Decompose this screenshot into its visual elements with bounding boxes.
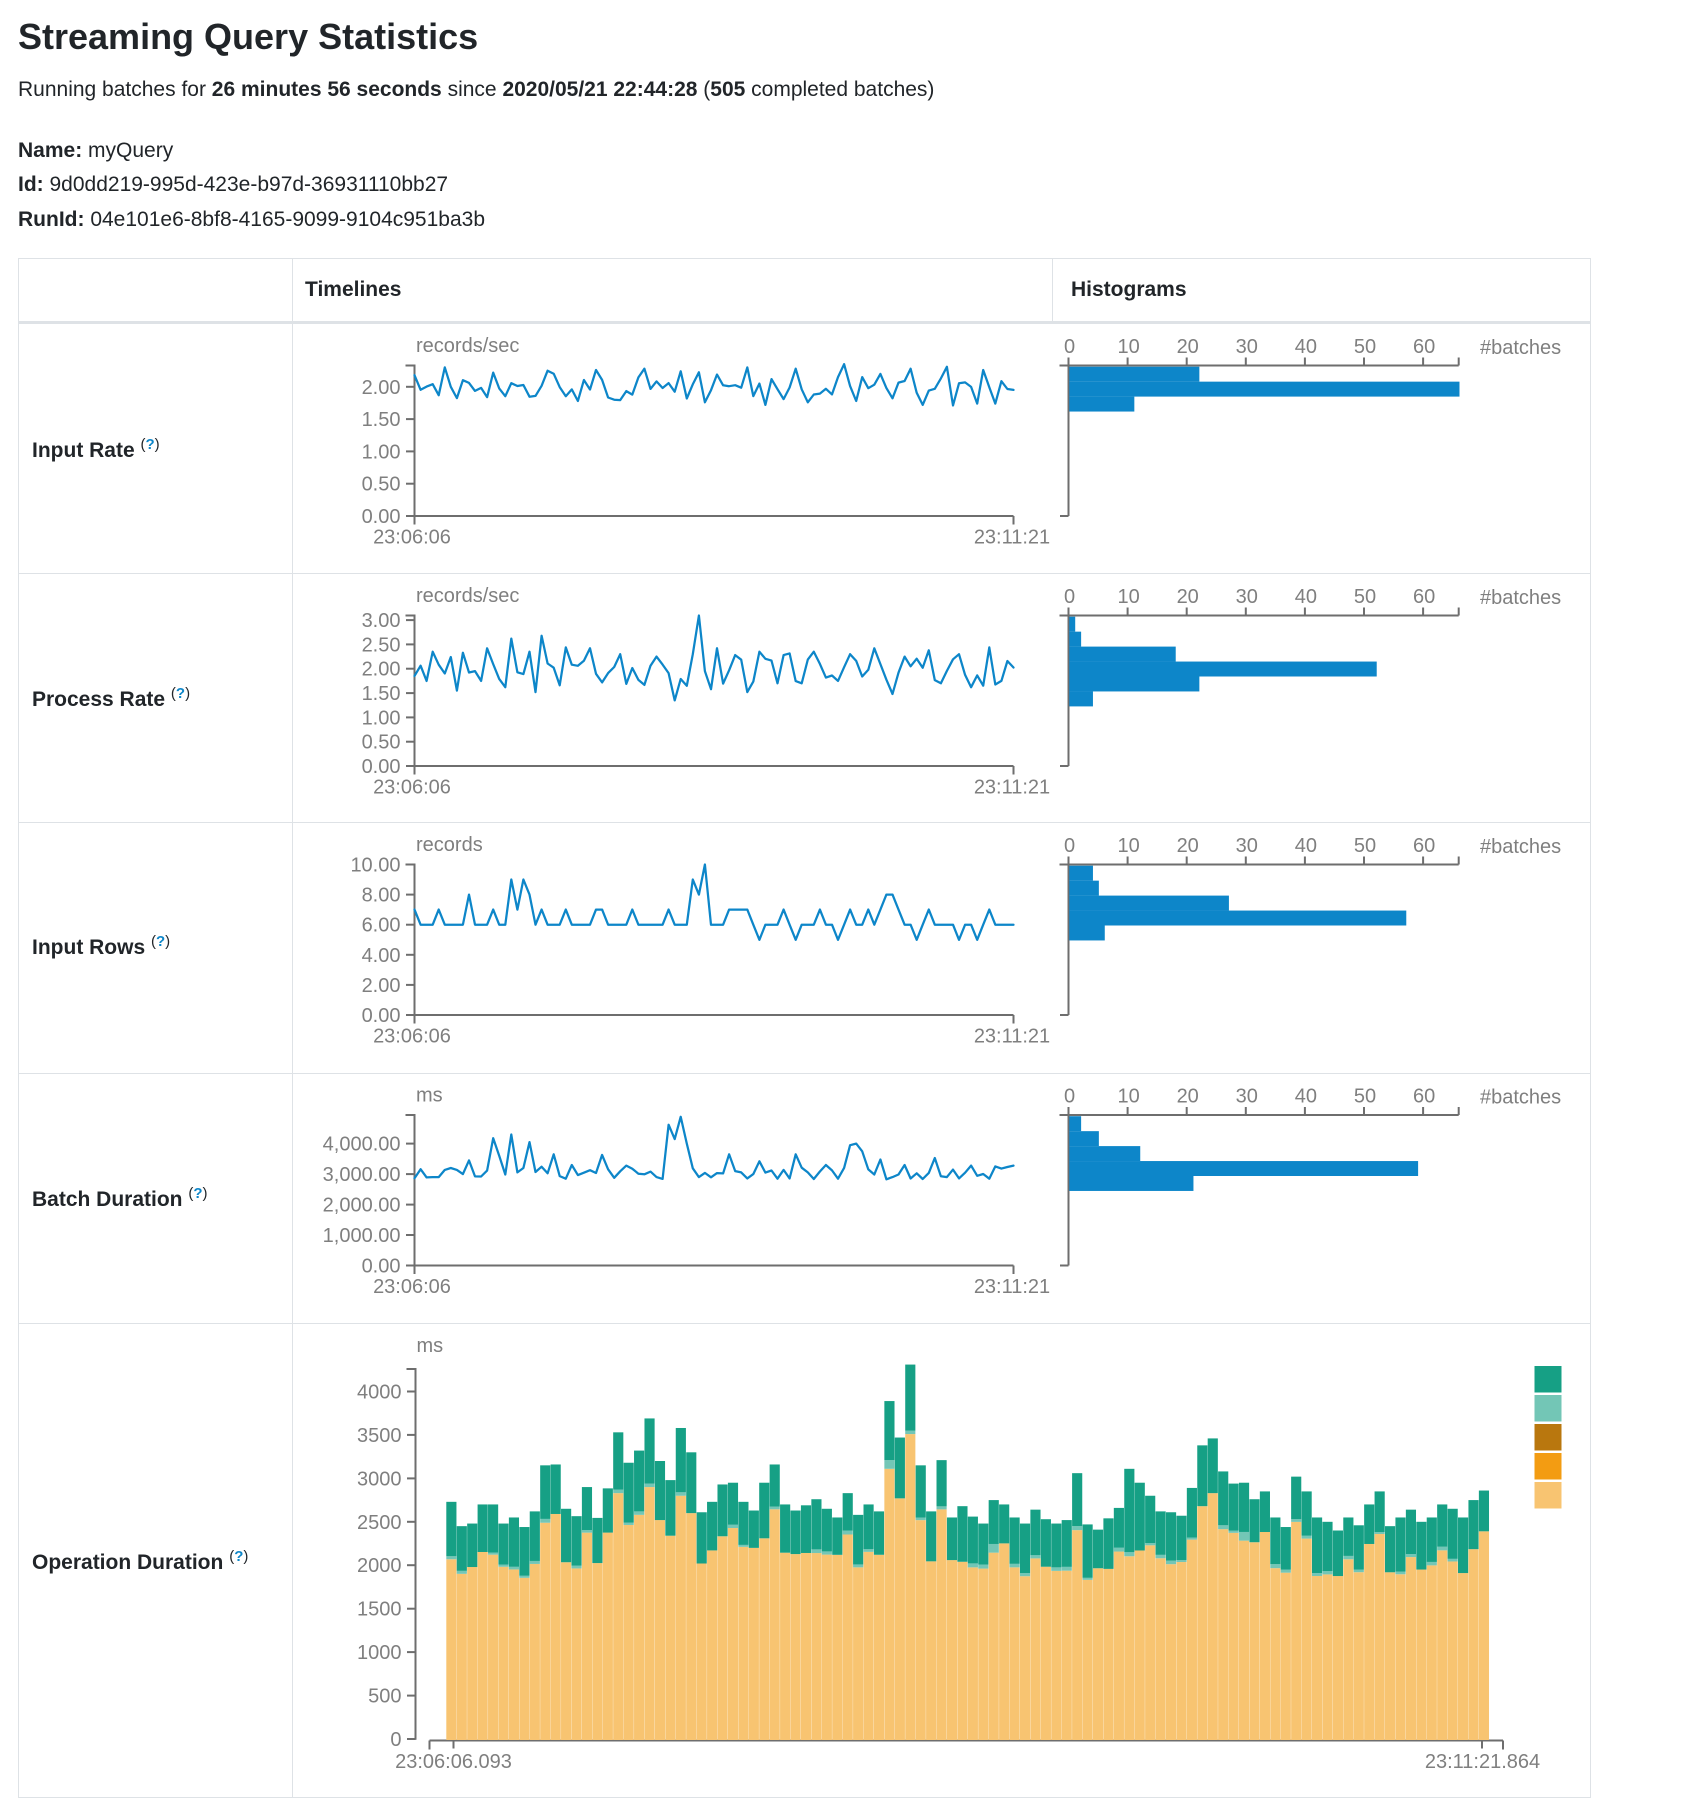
svg-text:30: 30	[1236, 835, 1258, 857]
svg-text:60: 60	[1413, 1086, 1435, 1108]
svg-text:1500: 1500	[357, 1599, 402, 1621]
svg-text:500: 500	[368, 1686, 401, 1708]
svg-text:ms: ms	[417, 1335, 444, 1357]
svg-text:23:11:21: 23:11:21	[974, 1026, 1050, 1048]
svg-text:50: 50	[1354, 586, 1376, 608]
svg-text:2.00: 2.00	[362, 659, 401, 681]
svg-text:#batches: #batches	[1480, 587, 1561, 609]
svg-text:1000: 1000	[357, 1642, 402, 1664]
svg-text:0: 0	[1064, 1086, 1075, 1108]
svg-text:0: 0	[1064, 336, 1075, 358]
svg-text:#batches: #batches	[1480, 1087, 1561, 1109]
svg-text:2500: 2500	[357, 1512, 402, 1534]
svg-text:2.00: 2.00	[362, 975, 401, 997]
svg-text:10.00: 10.00	[350, 855, 400, 877]
svg-text:0.00: 0.00	[362, 1005, 401, 1027]
svg-text:23:11:21: 23:11:21	[974, 777, 1050, 799]
svg-text:ms: ms	[416, 1085, 443, 1107]
svg-text:0: 0	[1064, 835, 1075, 857]
svg-text:50: 50	[1354, 835, 1376, 857]
svg-text:40: 40	[1295, 586, 1317, 608]
svg-text:60: 60	[1413, 835, 1435, 857]
svg-text:50: 50	[1354, 336, 1376, 358]
svg-text:2,000.00: 2,000.00	[323, 1195, 401, 1217]
svg-text:23:06:06: 23:06:06	[373, 1026, 451, 1048]
svg-text:0.00: 0.00	[362, 506, 401, 528]
svg-text:0.00: 0.00	[362, 756, 401, 778]
svg-text:10: 10	[1117, 835, 1139, 857]
svg-text:23:06:06: 23:06:06	[373, 527, 451, 549]
svg-text:10: 10	[1117, 336, 1139, 358]
svg-text:3,000.00: 3,000.00	[323, 1164, 401, 1186]
svg-text:3.00: 3.00	[362, 610, 401, 632]
svg-text:0.50: 0.50	[362, 474, 401, 496]
svg-text:20: 20	[1177, 1086, 1199, 1108]
svg-text:23:11:21: 23:11:21	[974, 1276, 1050, 1298]
svg-text:0.50: 0.50	[362, 732, 401, 754]
svg-text:20: 20	[1177, 336, 1199, 358]
svg-text:23:11:21: 23:11:21	[974, 527, 1050, 549]
svg-text:4,000.00: 4,000.00	[323, 1134, 401, 1156]
svg-text:40: 40	[1295, 835, 1317, 857]
svg-text:4000: 4000	[357, 1382, 402, 1404]
svg-text:23:06:06: 23:06:06	[373, 777, 451, 799]
svg-text:20: 20	[1177, 835, 1199, 857]
svg-text:2.00: 2.00	[362, 377, 401, 399]
svg-text:23:06:06.093: 23:06:06.093	[395, 1751, 512, 1773]
svg-text:4.00: 4.00	[362, 945, 401, 967]
svg-text:50: 50	[1354, 1086, 1376, 1108]
svg-text:40: 40	[1295, 336, 1317, 358]
svg-text:1,000.00: 1,000.00	[323, 1225, 401, 1247]
svg-text:1.50: 1.50	[362, 409, 401, 431]
svg-text:3000: 3000	[357, 1468, 402, 1490]
svg-text:2.50: 2.50	[362, 634, 401, 656]
svg-text:0: 0	[390, 1729, 401, 1751]
svg-text:records: records	[416, 834, 483, 856]
svg-text:30: 30	[1236, 1086, 1258, 1108]
svg-text:10: 10	[1117, 1086, 1139, 1108]
svg-text:10: 10	[1117, 586, 1139, 608]
svg-text:60: 60	[1413, 586, 1435, 608]
svg-text:30: 30	[1236, 586, 1258, 608]
svg-text:1.00: 1.00	[362, 707, 401, 729]
svg-text:#batches: #batches	[1480, 836, 1561, 858]
svg-text:3500: 3500	[357, 1425, 402, 1447]
svg-text:6.00: 6.00	[362, 915, 401, 937]
svg-text:23:06:06: 23:06:06	[373, 1276, 451, 1298]
svg-text:20: 20	[1177, 586, 1199, 608]
svg-text:0: 0	[1064, 586, 1075, 608]
svg-text:records/sec: records/sec	[416, 335, 519, 357]
svg-text:30: 30	[1236, 336, 1258, 358]
svg-text:records/sec: records/sec	[416, 585, 519, 607]
svg-text:2000: 2000	[357, 1555, 402, 1577]
svg-text:23:11:21.864: 23:11:21.864	[1425, 1751, 1540, 1773]
svg-text:40: 40	[1295, 1086, 1317, 1108]
svg-text:60: 60	[1413, 336, 1435, 358]
svg-text:0.00: 0.00	[362, 1256, 401, 1278]
svg-text:1.50: 1.50	[362, 683, 401, 705]
svg-text:1.00: 1.00	[362, 441, 401, 463]
svg-text:#batches: #batches	[1480, 337, 1561, 359]
svg-text:8.00: 8.00	[362, 885, 401, 907]
